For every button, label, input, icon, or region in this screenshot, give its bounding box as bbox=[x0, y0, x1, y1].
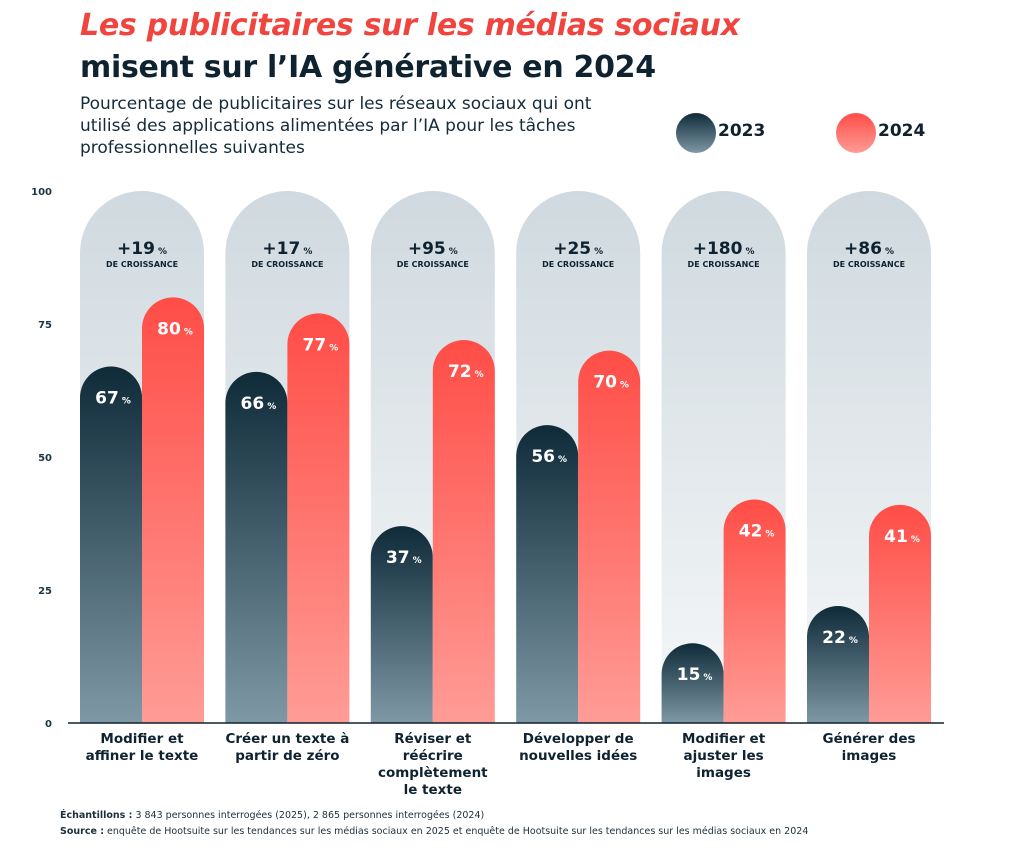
y-tick-label: 100 bbox=[31, 187, 52, 198]
bar-2024 bbox=[723, 499, 786, 723]
footer-samples-label: Échantillons : bbox=[60, 810, 133, 821]
bar-2024 bbox=[287, 313, 350, 723]
bar-value-label: 22% bbox=[822, 628, 858, 648]
category-label: Modifier et affiner le texte bbox=[86, 731, 199, 764]
category-label: Créer un texte à partir de zéro bbox=[225, 731, 349, 764]
chart-title-line1: Les publicitaires sur les médias sociaux bbox=[80, 8, 740, 43]
legend-label-2023: 2023 bbox=[718, 121, 766, 141]
bar-2023 bbox=[661, 643, 724, 723]
bar-value-label: 80% bbox=[157, 319, 193, 339]
footer-source-label: Source : bbox=[60, 826, 104, 837]
growth-label: DE CROISSANCE bbox=[106, 260, 178, 269]
chart-subtitle: Pourcentage de publicitaires sur les rés… bbox=[80, 94, 592, 158]
growth-value: +95% bbox=[408, 239, 458, 259]
bar-value-label: 15% bbox=[677, 665, 713, 685]
bar-2023 bbox=[225, 371, 288, 723]
growth-label: DE CROISSANCE bbox=[251, 260, 323, 269]
category-label: Réviser et réécrire complètement le texte bbox=[378, 731, 488, 798]
category-label: Modifier et ajuster les images bbox=[682, 731, 766, 781]
growth-label: DE CROISSANCE bbox=[688, 260, 760, 269]
footer-source: Source : enquête de Hootsuite sur les te… bbox=[60, 826, 808, 837]
bar-value-label: 66% bbox=[241, 394, 277, 414]
bar-2023 bbox=[80, 366, 142, 723]
bar-value-label: 70% bbox=[593, 373, 629, 393]
growth-label: DE CROISSANCE bbox=[397, 260, 469, 269]
growth-value: +25% bbox=[553, 239, 603, 259]
footer-samples-text: 3 843 personnes interrogées (2025), 2 86… bbox=[132, 810, 485, 821]
bar-2023 bbox=[807, 605, 869, 723]
legend-label-2024: 2024 bbox=[878, 121, 926, 141]
y-tick-label: 75 bbox=[38, 320, 52, 331]
legend-swatch-2024 bbox=[836, 113, 876, 153]
bar-2024 bbox=[578, 350, 641, 723]
bar-value-label: 42% bbox=[739, 522, 775, 542]
bar-2023 bbox=[516, 425, 579, 723]
chart-title-line2: misent sur l’IA générative en 2024 bbox=[80, 50, 656, 85]
bar-value-label: 67% bbox=[95, 389, 131, 409]
bar-2024 bbox=[869, 504, 931, 723]
y-tick-label: 0 bbox=[45, 719, 52, 730]
growth-label: DE CROISSANCE bbox=[542, 260, 614, 269]
growth-value: +17% bbox=[262, 239, 312, 259]
y-tick-label: 25 bbox=[38, 586, 52, 597]
legend-swatch-2023 bbox=[676, 113, 716, 153]
bar-2024 bbox=[142, 297, 204, 723]
growth-value: +86% bbox=[844, 239, 894, 259]
bar-value-label: 37% bbox=[386, 548, 422, 568]
growth-value: +180% bbox=[693, 239, 755, 259]
bar-value-label: 41% bbox=[884, 527, 920, 547]
footer-samples: Échantillons : 3 843 personnes interrogé… bbox=[60, 810, 484, 821]
bar-value-label: 77% bbox=[303, 335, 339, 355]
footer-source-text: enquête de Hootsuite sur les tendances s… bbox=[104, 826, 809, 837]
category-label: Développer de nouvelles idées bbox=[519, 731, 637, 764]
bar-2023 bbox=[370, 526, 433, 723]
bar-2024 bbox=[432, 339, 495, 723]
growth-label: DE CROISSANCE bbox=[833, 260, 905, 269]
y-tick-label: 50 bbox=[38, 453, 52, 464]
bar-value-label: 72% bbox=[448, 362, 484, 382]
bar-value-label: 56% bbox=[531, 447, 567, 467]
growth-value: +19% bbox=[117, 239, 167, 259]
category-label: Générer des images bbox=[822, 731, 915, 764]
